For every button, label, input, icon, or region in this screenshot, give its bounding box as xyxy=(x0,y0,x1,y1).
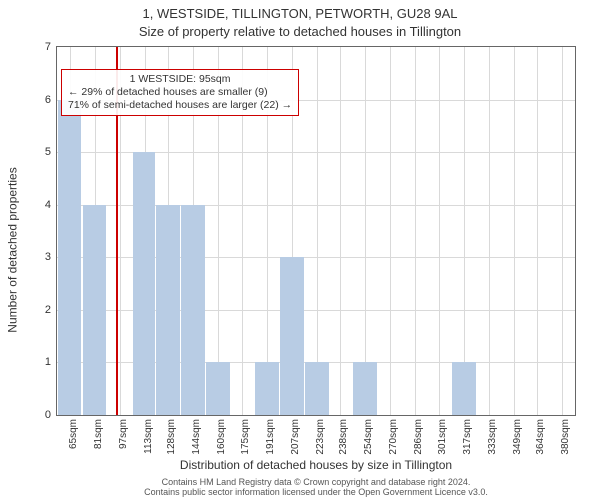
vgrid-line xyxy=(317,47,318,415)
y-tick-label: 2 xyxy=(45,304,57,316)
x-tick-label: 207sqm xyxy=(290,419,301,455)
vgrid-line xyxy=(439,47,440,415)
histogram-bar xyxy=(83,205,107,415)
x-tick-label: 301sqm xyxy=(437,419,448,455)
property-info-box: 1 WESTSIDE: 95sqm← 29% of detached house… xyxy=(61,69,299,116)
x-tick-label: 333sqm xyxy=(487,419,498,455)
x-tick-label: 81sqm xyxy=(93,419,104,449)
histogram-bar xyxy=(305,362,329,415)
x-tick-label: 349sqm xyxy=(512,419,523,455)
y-tick-label: 3 xyxy=(45,251,57,263)
y-tick-label: 5 xyxy=(45,146,57,158)
y-tick-label: 1 xyxy=(45,356,57,368)
x-tick-label: 254sqm xyxy=(363,419,374,455)
vgrid-line xyxy=(340,47,341,415)
x-tick-label: 97sqm xyxy=(118,419,129,449)
x-tick-label: 238sqm xyxy=(338,419,349,455)
x-tick-label: 113sqm xyxy=(143,419,154,454)
chart-subtitle: Size of property relative to detached ho… xyxy=(0,24,600,39)
footer-line-2: Contains public sector information licen… xyxy=(56,488,576,498)
histogram-bar xyxy=(280,257,304,415)
histogram-bar xyxy=(353,362,377,415)
info-box-line: 71% of semi-detached houses are larger (… xyxy=(68,99,292,112)
vgrid-line xyxy=(415,47,416,415)
chart-container: 1, WESTSIDE, TILLINGTON, PETWORTH, GU28 … xyxy=(0,0,600,500)
x-tick-label: 65sqm xyxy=(68,419,79,449)
x-tick-label: 270sqm xyxy=(388,419,399,455)
y-tick-label: 6 xyxy=(45,94,57,106)
x-tick-label: 175sqm xyxy=(240,419,251,455)
x-tick-label: 380sqm xyxy=(560,419,571,455)
plot-area: 0123456765sqm81sqm97sqm113sqm128sqm144sq… xyxy=(56,46,576,416)
x-tick-label: 317sqm xyxy=(462,419,473,455)
chart-footer: Contains HM Land Registry data © Crown c… xyxy=(56,478,576,498)
vgrid-line xyxy=(390,47,391,415)
info-box-line: 1 WESTSIDE: 95sqm xyxy=(68,73,292,86)
y-tick-label: 0 xyxy=(45,409,57,421)
histogram-bar xyxy=(58,100,82,415)
vgrid-line xyxy=(537,47,538,415)
y-tick-label: 7 xyxy=(45,41,57,53)
histogram-bar xyxy=(206,362,230,415)
x-tick-label: 128sqm xyxy=(166,419,177,455)
x-tick-label: 144sqm xyxy=(191,419,202,455)
y-axis-label-text: Number of detached properties xyxy=(6,167,20,332)
x-tick-label: 160sqm xyxy=(216,419,227,455)
vgrid-line xyxy=(514,47,515,415)
x-axis-label: Distribution of detached houses by size … xyxy=(56,458,576,472)
vgrid-line xyxy=(562,47,563,415)
x-tick-label: 286sqm xyxy=(413,419,424,455)
x-tick-label: 364sqm xyxy=(535,419,546,455)
histogram-bar xyxy=(255,362,279,415)
y-axis-label: Number of detached properties xyxy=(4,0,22,500)
histogram-bar xyxy=(133,152,155,415)
vgrid-line xyxy=(365,47,366,415)
y-tick-label: 4 xyxy=(45,199,57,211)
info-box-line: ← 29% of detached houses are smaller (9) xyxy=(68,86,292,99)
chart-title-address: 1, WESTSIDE, TILLINGTON, PETWORTH, GU28 … xyxy=(0,6,600,21)
vgrid-line xyxy=(464,47,465,415)
histogram-bar xyxy=(156,205,180,415)
x-tick-label: 191sqm xyxy=(265,419,276,455)
vgrid-line xyxy=(489,47,490,415)
x-tick-label: 223sqm xyxy=(315,419,326,455)
histogram-bar xyxy=(452,362,476,415)
histogram-bar xyxy=(181,205,205,415)
